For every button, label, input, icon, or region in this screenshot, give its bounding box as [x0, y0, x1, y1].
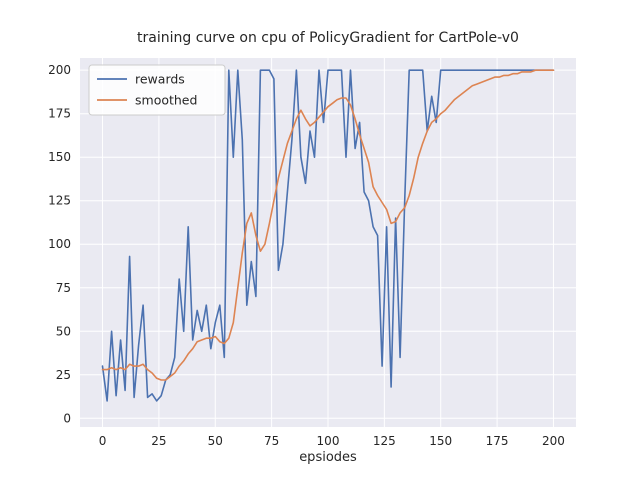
x-tick-label: 25: [151, 434, 166, 448]
series-line-smoothed: [101, 69, 555, 381]
y-tick-label: 50: [56, 324, 71, 338]
series-line-rewards: [101, 69, 555, 402]
y-tick-label: 200: [48, 63, 71, 77]
x-tick-label: 75: [264, 434, 279, 448]
y-tick-label: 75: [56, 281, 71, 295]
legend-box: [88, 64, 226, 116]
x-tick-label: 200: [542, 434, 565, 448]
legend-label-smoothed: smoothed: [135, 93, 197, 108]
y-tick-label: 0: [63, 411, 71, 425]
legend: rewards smoothed: [88, 64, 226, 116]
x-tick-label: 175: [486, 434, 509, 448]
x-tick-label: 125: [373, 434, 396, 448]
y-tick-label: 100: [48, 237, 71, 251]
chart-title: training curve on cpu of PolicyGradient …: [137, 30, 519, 46]
y-tick-label: 125: [48, 194, 71, 208]
x-tick-label: 50: [208, 434, 223, 448]
x-axis-label: epsiodes: [299, 450, 357, 465]
x-tick-label: 150: [429, 434, 452, 448]
y-tick-label: 25: [56, 368, 71, 382]
legend-label-rewards: rewards: [135, 72, 185, 87]
x-tick-label: 0: [99, 434, 107, 448]
y-tick-label: 150: [48, 150, 71, 164]
y-tick-label: 175: [48, 107, 71, 121]
x-tick-label: 100: [317, 434, 340, 448]
